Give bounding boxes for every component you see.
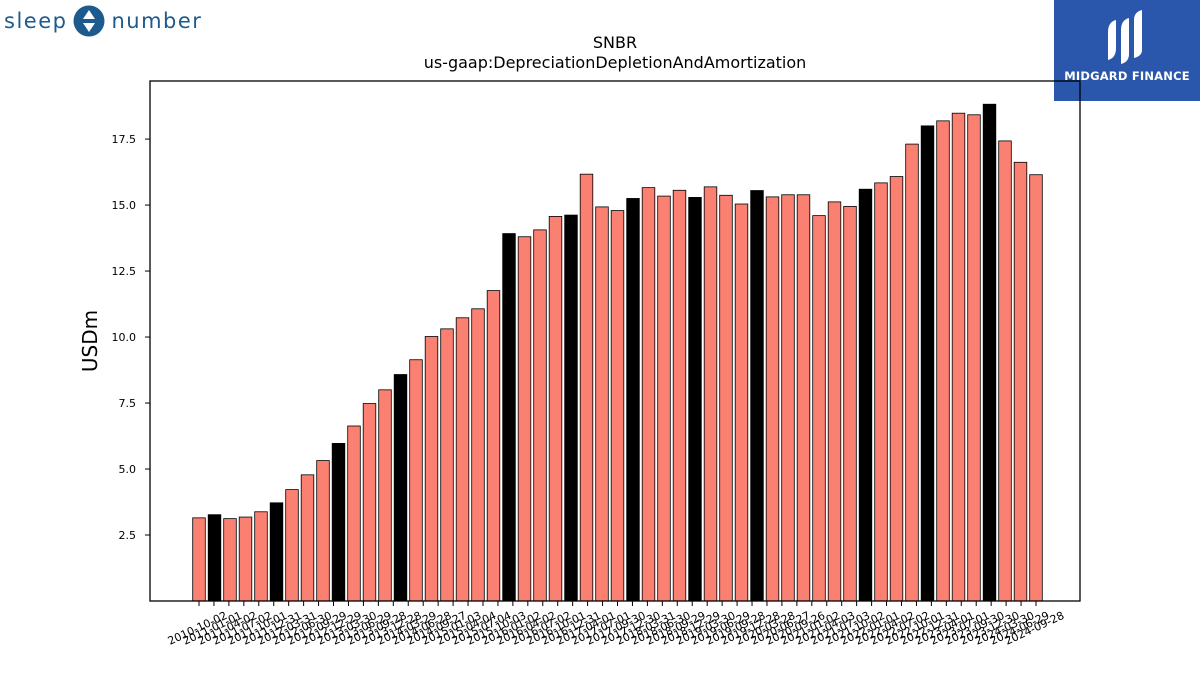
bar-2021-01-02 <box>827 201 842 602</box>
bar-2012-12-29 <box>331 443 346 602</box>
bar-2017-04-01 <box>595 206 609 602</box>
bar-2018-03-31 <box>657 195 671 602</box>
bar-2011-01-01 <box>207 514 222 602</box>
bar-2023-04-01 <box>967 114 981 602</box>
bar-2017-07-01 <box>610 210 625 602</box>
logo-text-midgard: MIDGARD FINANCE <box>1064 69 1190 83</box>
logo-text-sleep: sleep <box>4 9 68 33</box>
bar-2016-12-31 <box>579 173 594 602</box>
bar-2022-10-01 <box>936 120 950 602</box>
bar-2016-10-01 <box>564 214 578 602</box>
bar-2022-07-02 <box>920 125 935 602</box>
sleep-number-logo: sleep number <box>4 2 202 40</box>
bar-2019-12-28 <box>765 196 780 602</box>
bar-2016-04-02 <box>533 229 547 602</box>
bar-2012-06-30 <box>300 474 315 602</box>
bar-2022-12-31 <box>951 112 966 602</box>
x-axis: 2010-10-022011-01-012011-04-022011-07-02… <box>166 601 1066 648</box>
bar-2019-06-29 <box>734 203 749 602</box>
bar-2017-12-30 <box>641 187 656 602</box>
bars-group <box>192 103 1043 602</box>
bar-2015-07-04 <box>486 290 501 602</box>
bar-2015-04-04 <box>471 308 485 602</box>
midgard-finance-logo-icon <box>1108 10 1142 64</box>
bar-2012-03-31 <box>285 489 299 602</box>
plot-frame <box>149 80 1081 602</box>
bar-2013-03-30 <box>347 425 361 602</box>
bar-2015-10-03 <box>502 233 516 602</box>
y-tick-label: 2.5 <box>119 529 137 542</box>
bar-2014-06-28 <box>424 336 439 602</box>
bar-2021-07-03 <box>858 188 873 602</box>
bar-2020-06-27 <box>796 194 811 602</box>
bar-2016-01-02 <box>517 236 532 602</box>
bar-2019-09-28 <box>750 190 764 602</box>
bar-2023-09-30 <box>998 140 1012 602</box>
y-axis: 2.5 5.0 7.5 10.0 12.5 15.0 17.5 <box>112 133 150 542</box>
logo-text-number: number <box>111 9 203 33</box>
y-tick-label: 17.5 <box>112 133 137 146</box>
bar-2011-04-02 <box>223 518 237 602</box>
bar-2011-10-01 <box>254 511 268 602</box>
bar-2020-03-28 <box>781 194 795 602</box>
bar-2022-04-02 <box>905 143 919 602</box>
bar-2014-09-27 <box>440 328 454 602</box>
bar-2013-12-28 <box>393 374 408 602</box>
bar-2010-10-02 <box>192 517 206 602</box>
y-tick-label: 7.5 <box>119 397 137 410</box>
sleep-number-logo-icon <box>73 5 105 37</box>
bar-2014-03-29 <box>409 359 423 602</box>
bar-2016-07-02 <box>548 216 563 602</box>
bar-2020-09-26 <box>812 215 826 602</box>
bar-2023-12-30 <box>1013 161 1028 602</box>
bar-2018-06-30 <box>672 189 687 602</box>
bar-2013-06-29 <box>362 403 377 602</box>
bar-2019-03-30 <box>719 194 733 602</box>
y-tick-label: 10.0 <box>112 331 137 344</box>
bar-2012-09-29 <box>316 460 330 602</box>
bar-2011-12-31 <box>269 502 284 602</box>
bar-2023-07-01 <box>982 103 997 602</box>
y-tick-label: 15.0 <box>112 199 137 212</box>
midgard-finance-logo: MIDGARD FINANCE <box>1054 0 1200 101</box>
y-tick-label: 12.5 <box>112 265 137 278</box>
bar-2021-10-02 <box>874 182 888 602</box>
bar-2013-09-28 <box>378 389 392 602</box>
bar-2022-01-01 <box>889 176 904 602</box>
y-axis-label: USDm <box>78 310 102 372</box>
bar-2015-01-03 <box>455 317 470 602</box>
chart-subtitle: us-gaap:DepreciationDepletionAndAmortiza… <box>424 53 807 72</box>
bar-2018-12-29 <box>703 186 718 602</box>
bar-2018-09-29 <box>688 197 702 602</box>
bar-2017-09-30 <box>626 198 640 602</box>
y-tick-label: 5.0 <box>119 463 137 476</box>
chart-title: SNBR <box>593 33 637 52</box>
bar-2011-07-02 <box>238 516 253 602</box>
bar-2021-04-03 <box>843 205 857 602</box>
bar-2024-03-30 <box>1029 174 1043 602</box>
